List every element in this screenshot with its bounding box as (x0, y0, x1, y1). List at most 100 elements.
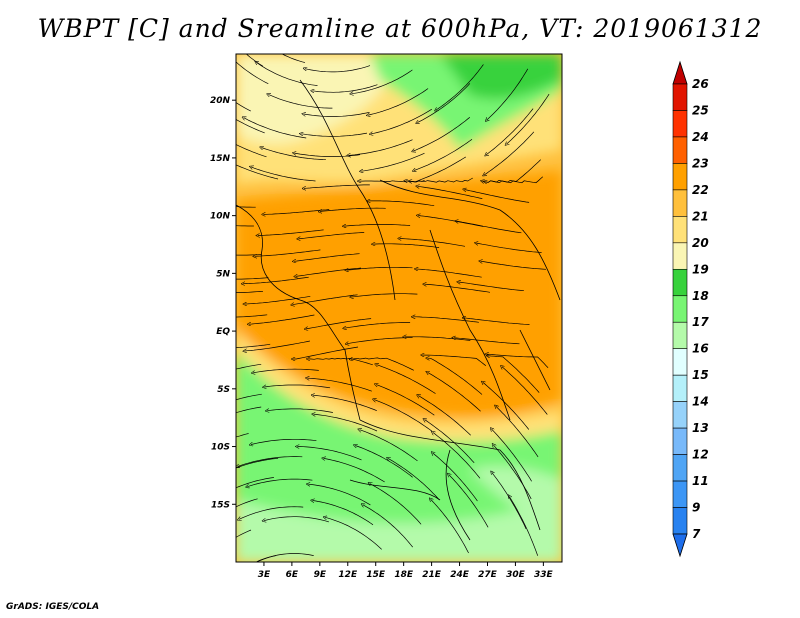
streamline (488, 356, 540, 393)
colorbar-box (672, 189, 688, 217)
streamline (238, 456, 303, 467)
streamline (255, 553, 314, 562)
colorbar-label: 23 (692, 156, 709, 170)
streamline (236, 343, 271, 349)
colorbar-box (672, 348, 688, 376)
streamline (249, 314, 315, 324)
lat-tick-label: 15N (210, 154, 231, 164)
streamline (245, 295, 311, 304)
colorbar-max-arrow (672, 60, 688, 85)
streamline (243, 276, 309, 284)
colorbar-box (672, 83, 688, 111)
lon-tick-label: 6E (286, 570, 299, 580)
streamline (256, 62, 318, 86)
colorbar-label: 12 (692, 448, 709, 462)
streamline (413, 317, 479, 323)
streamline (487, 354, 549, 369)
colorbar-box (672, 480, 688, 508)
colorbar-box (672, 268, 688, 297)
map-title: WBPT [C] and Sreamline at 600hPa, VT: 20… (37, 14, 763, 43)
streamline (482, 176, 544, 183)
streamline (428, 358, 483, 395)
streamline (236, 225, 254, 227)
streamline (307, 378, 372, 392)
colorbar-box (672, 136, 688, 164)
colorbar-label: 9 (692, 501, 700, 515)
streamline (236, 144, 267, 158)
colorbar-box (672, 242, 688, 270)
grads-credit: GrADS: IGES/COLA (6, 602, 100, 612)
streamline (324, 458, 385, 483)
streamline (373, 244, 440, 248)
lon-tick-label: 12E (338, 570, 358, 580)
lat-tick-label: 20N (210, 96, 231, 106)
streamline (236, 314, 268, 318)
streamline (449, 475, 489, 528)
streamline (433, 432, 481, 479)
streamline (484, 131, 535, 175)
colorbar-box (672, 374, 688, 402)
streamline (236, 477, 274, 489)
lon-tick-label: 21E (422, 570, 442, 580)
streamline (236, 498, 258, 508)
streamline (406, 156, 466, 182)
streamline (363, 505, 413, 548)
streamline (369, 201, 435, 207)
colorbar-min-arrow (672, 533, 688, 558)
streamline (313, 395, 377, 412)
streamline (374, 400, 433, 432)
colorbar-box (672, 163, 688, 191)
streamline (413, 117, 471, 151)
streamline (281, 54, 306, 63)
colorbar-label: 7 (692, 527, 701, 541)
streamline (308, 484, 371, 506)
streamline (258, 229, 324, 236)
colorbar-label: 25 (692, 103, 709, 117)
streamline (308, 358, 373, 366)
streamline (368, 88, 429, 116)
streamline (347, 266, 413, 270)
colorbar-label: 21 (692, 209, 709, 223)
streamline (236, 457, 279, 469)
streamline (255, 249, 321, 256)
streamline (360, 430, 418, 462)
streamline (370, 484, 422, 525)
colorbar-box (672, 216, 688, 244)
streamline (459, 282, 524, 292)
streamline (245, 340, 310, 351)
colorbar-label: 15 (692, 368, 709, 382)
streamline (486, 108, 534, 155)
streamline (464, 190, 530, 203)
streamline (507, 93, 550, 144)
streamline (414, 139, 473, 170)
colorbar-label: 17 (692, 315, 709, 329)
streamline (294, 253, 360, 262)
colorbar-label: 16 (692, 342, 709, 356)
streamline (251, 438, 317, 444)
colorbar-box (672, 454, 688, 482)
streamline (425, 284, 491, 293)
streamline (422, 355, 487, 366)
streamline (416, 269, 482, 278)
streamline (297, 447, 362, 461)
colorbar-label: 26 (692, 77, 709, 91)
wbpt-field (236, 54, 562, 562)
streamline (347, 337, 413, 344)
streamline (312, 84, 378, 93)
streamline (355, 446, 413, 478)
streamline (376, 385, 435, 416)
streamline (428, 372, 481, 412)
streamline (236, 363, 262, 370)
streamline (245, 54, 264, 67)
lat-tick-label: 5N (216, 269, 230, 279)
lat-tick-label: 10S (211, 443, 230, 453)
streamline (351, 358, 414, 371)
streamline (251, 167, 316, 182)
streamline (371, 108, 432, 134)
map-frame (235, 53, 563, 563)
map-axes: 3E 6E 9E 12E 15E 18E 21E 24E 27E 30E 33E 20N 15N 10N 5… (210, 96, 554, 580)
streamline (345, 322, 411, 329)
colorbar-label: 14 (692, 395, 709, 409)
streamline (306, 318, 372, 329)
